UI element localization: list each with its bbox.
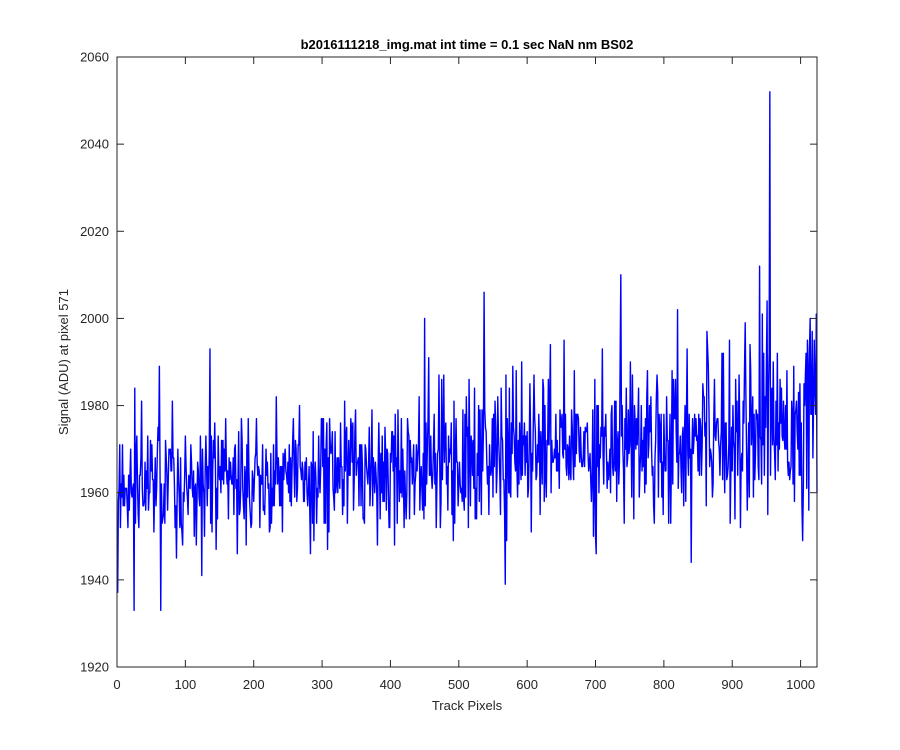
- x-tick-label: 400: [380, 677, 402, 692]
- y-tick-label: 2040: [80, 137, 109, 152]
- x-tick-label: 900: [721, 677, 743, 692]
- plot-area: [117, 57, 817, 667]
- x-tick-label: 500: [448, 677, 470, 692]
- series-line: [116, 91, 818, 612]
- x-tick-label: 0: [113, 677, 120, 692]
- chart-title: b2016111218_img.mat int time = 0.1 sec N…: [301, 37, 634, 52]
- y-tick-label: 1980: [80, 398, 109, 413]
- y-tick-label: 2020: [80, 224, 109, 239]
- axes-box: [116, 56, 818, 668]
- y-axis-label: Signal (ADU) at pixel 571: [56, 289, 71, 435]
- x-tick-label: 100: [175, 677, 197, 692]
- x-tick-label: 300: [311, 677, 333, 692]
- y-tick-label: 1960: [80, 485, 109, 500]
- x-tick-label: 1000: [786, 677, 815, 692]
- x-tick-label: 200: [243, 677, 265, 692]
- x-tick-label: 700: [585, 677, 607, 692]
- y-tick-label: 2000: [80, 311, 109, 326]
- y-tick-label: 1940: [80, 572, 109, 587]
- x-axis-label: Track Pixels: [432, 698, 503, 713]
- x-tick-label: 600: [516, 677, 538, 692]
- y-axis: 1920 1940 1960 1980 2000 2020 2040 2060: [80, 50, 817, 675]
- y-tick-label: 2060: [80, 50, 109, 65]
- y-tick-label: 1920: [80, 660, 109, 675]
- x-tick-label: 800: [653, 677, 675, 692]
- series-layer: [116, 91, 818, 612]
- x-axis: 0 100 200 300 400 500 600 700 800 900 1000: [113, 57, 815, 692]
